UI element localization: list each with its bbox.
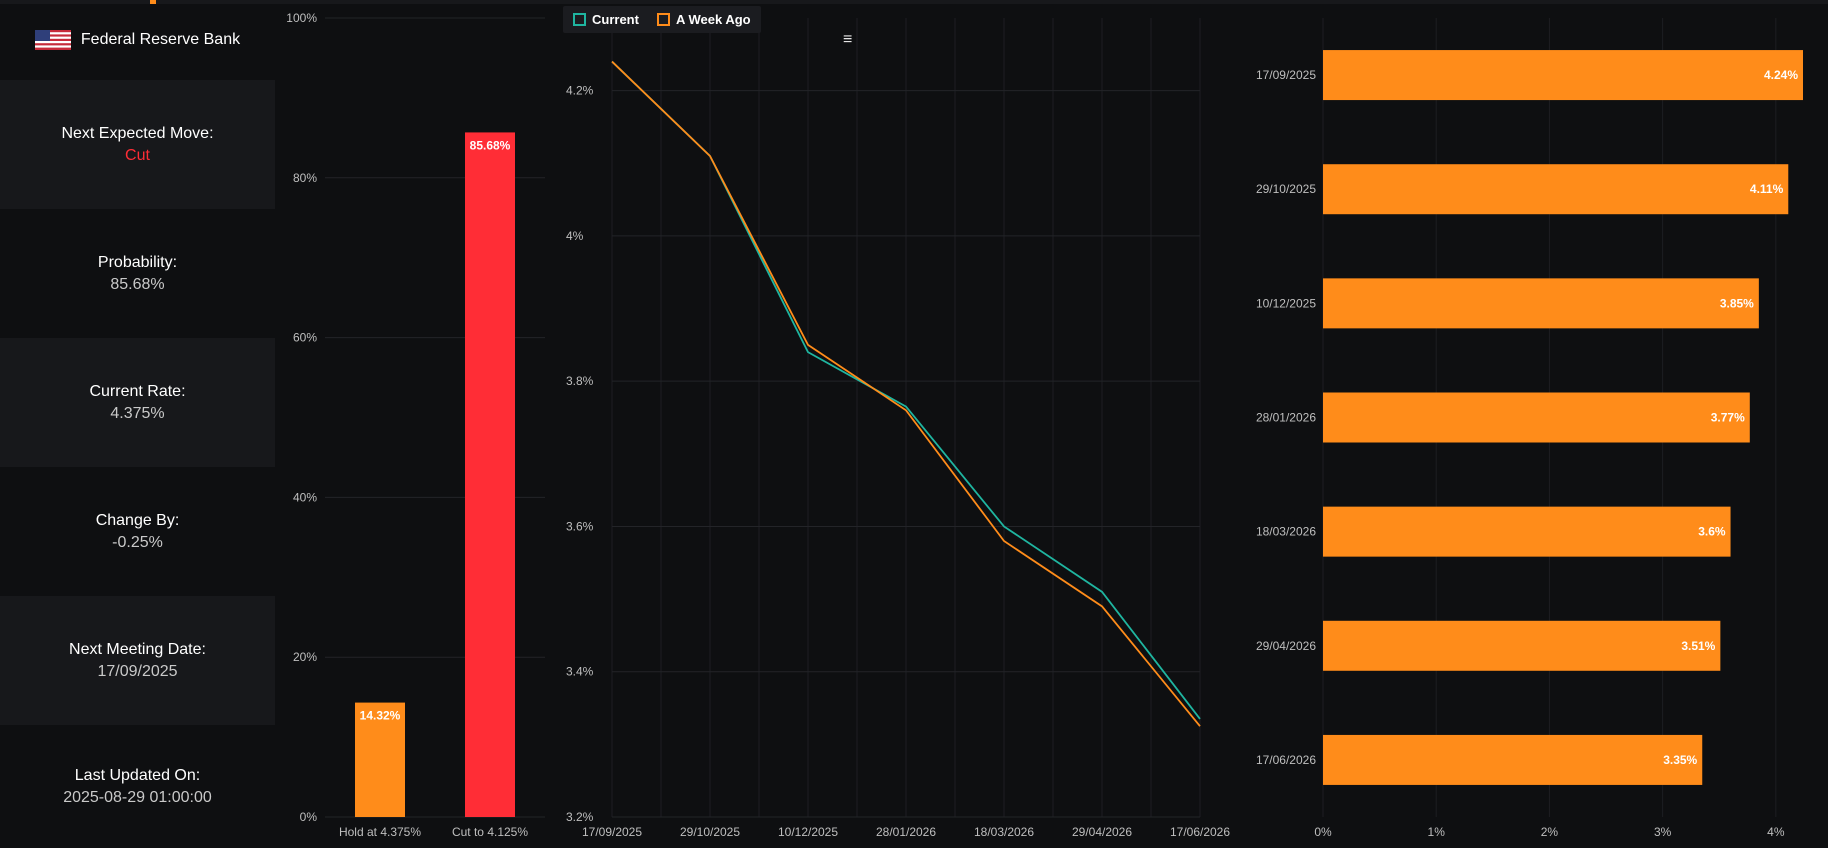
next-meeting-date-label: Next Meeting Date: [69,640,206,658]
legend-label-week-ago: A Week Ago [675,12,751,27]
next-meeting-date-card: Next Meeting Date: 17/09/2025 [0,596,275,725]
y-tick-label: 17/06/2026 [1256,753,1316,767]
bar-value-label: 3.6% [1698,525,1726,539]
bar [1323,278,1759,329]
x-tick-label: Hold at 4.375% [339,825,421,839]
change-by-label: Change By: [95,511,180,529]
bank-name: Federal Reserve Bank [80,31,241,48]
x-tick-label: 3% [1654,825,1672,839]
x-tick-label: 4% [1767,825,1785,839]
legend-swatch-current [573,13,586,26]
bar [465,132,515,817]
y-tick-label: 20% [293,650,317,664]
probability-bar-chart: 0% 20% 40% 60% 80% 100% 14.32% Hold at 4.375% 85… [286,11,545,839]
last-updated-label: Last Updated On: [74,766,201,784]
y-tick-label: 28/01/2026 [1256,411,1316,425]
bar [355,702,405,817]
bank-header: Federal Reserve Bank [0,0,275,80]
x-tick-label: 29/10/2025 [680,825,740,839]
bar-value-label: 85.68% [470,138,511,152]
x-tick-label: 17/06/2026 [1170,825,1230,839]
x-tick-label: 1% [1428,825,1446,839]
expected-rate-bar-chart: 0% 1% 2% 3% 4% 4.24% 17/09/2025 4.11% 29/10/2025… [1256,18,1803,839]
bar [1323,734,1703,785]
x-tick-label: 2% [1541,825,1559,839]
y-tick-label: 18/03/2026 [1256,525,1316,539]
legend-item-week-ago[interactable]: A Week Ago [656,12,751,27]
current-rate-label: Current Rate: [89,382,186,400]
bar-value-label: 3.51% [1681,639,1715,653]
x-tick-label: 18/03/2026 [974,825,1034,839]
x-tick-label: 10/12/2025 [778,825,838,839]
y-tick-label: 10/12/2025 [1256,296,1316,310]
next-expected-move-value: Cut [125,146,150,164]
x-tick-label: 0% [1314,825,1332,839]
x-tick-label: 28/01/2026 [876,825,936,839]
legend-swatch-week-ago [656,13,670,26]
bar [1323,50,1803,101]
y-tick-label: 3.6% [566,519,594,533]
legend-item-current[interactable]: Current [573,12,639,27]
bar [1323,620,1721,671]
y-tick-label: 3.2% [566,810,594,824]
bar-value-label: 14.32% [360,709,401,723]
bar-value-label: 4.24% [1764,68,1798,82]
change-by-value: -0.25% [112,533,163,551]
current-rate-card: Current Rate: 4.375% [0,338,275,467]
y-tick-label: 3.4% [566,665,594,679]
y-tick-label: 29/04/2026 [1256,639,1316,653]
last-updated-value: 2025-08-29 01:00:00 [63,788,212,806]
current-rate-value: 4.375% [110,404,165,422]
rate-path-line-chart: 3.2% 3.4% 3.6% 3.8% 4% 4.2% 17/09/2025 29/10/20… [566,18,1230,839]
y-tick-label: 100% [286,11,317,25]
bar-value-label: 3.85% [1720,296,1754,310]
line-chart-legend: Current A Week Ago [563,6,761,33]
change-by-card: Change By: -0.25% [0,467,275,596]
y-tick-label: 3.8% [566,374,594,388]
top-bar-accent [150,0,156,4]
bar-value-label: 3.77% [1711,411,1745,425]
y-tick-label: 80% [293,171,317,185]
legend-label-current: Current [592,12,639,27]
y-tick-label: 60% [293,331,317,345]
hamburger-menu-icon[interactable]: ≡ [843,31,853,48]
probability-card: Probability: 85.68% [0,209,275,338]
x-tick-label: 29/04/2026 [1072,825,1132,839]
next-expected-move-card: Next Expected Move: Cut [0,80,275,209]
x-tick-label: Cut to 4.125% [452,825,528,839]
last-updated-card: Last Updated On: 2025-08-29 01:00:00 [0,725,275,848]
bar-value-label: 4.11% [1750,182,1784,196]
next-expected-move-label: Next Expected Move: [61,124,214,142]
bar [1323,164,1789,215]
bar-value-label: 3.35% [1663,753,1697,767]
info-panel: Federal Reserve Bank Next Expected Move:… [0,0,275,848]
us-flag-icon [34,30,71,50]
bar [1323,392,1750,443]
y-tick-label: 40% [293,490,317,504]
top-bar [0,0,1828,4]
y-tick-label: 29/10/2025 [1256,182,1316,196]
probability-value: 85.68% [110,275,165,293]
y-tick-label: 17/09/2025 [1256,68,1316,82]
next-meeting-date-value: 17/09/2025 [97,662,178,680]
series-line-week-ago [611,60,1201,727]
probability-label: Probability: [97,253,178,271]
x-tick-label: 17/09/2025 [582,825,642,839]
y-tick-label: 4% [566,229,584,243]
y-tick-label: 4.2% [566,84,594,98]
bar [1323,506,1731,557]
y-tick-label: 0% [300,810,318,824]
